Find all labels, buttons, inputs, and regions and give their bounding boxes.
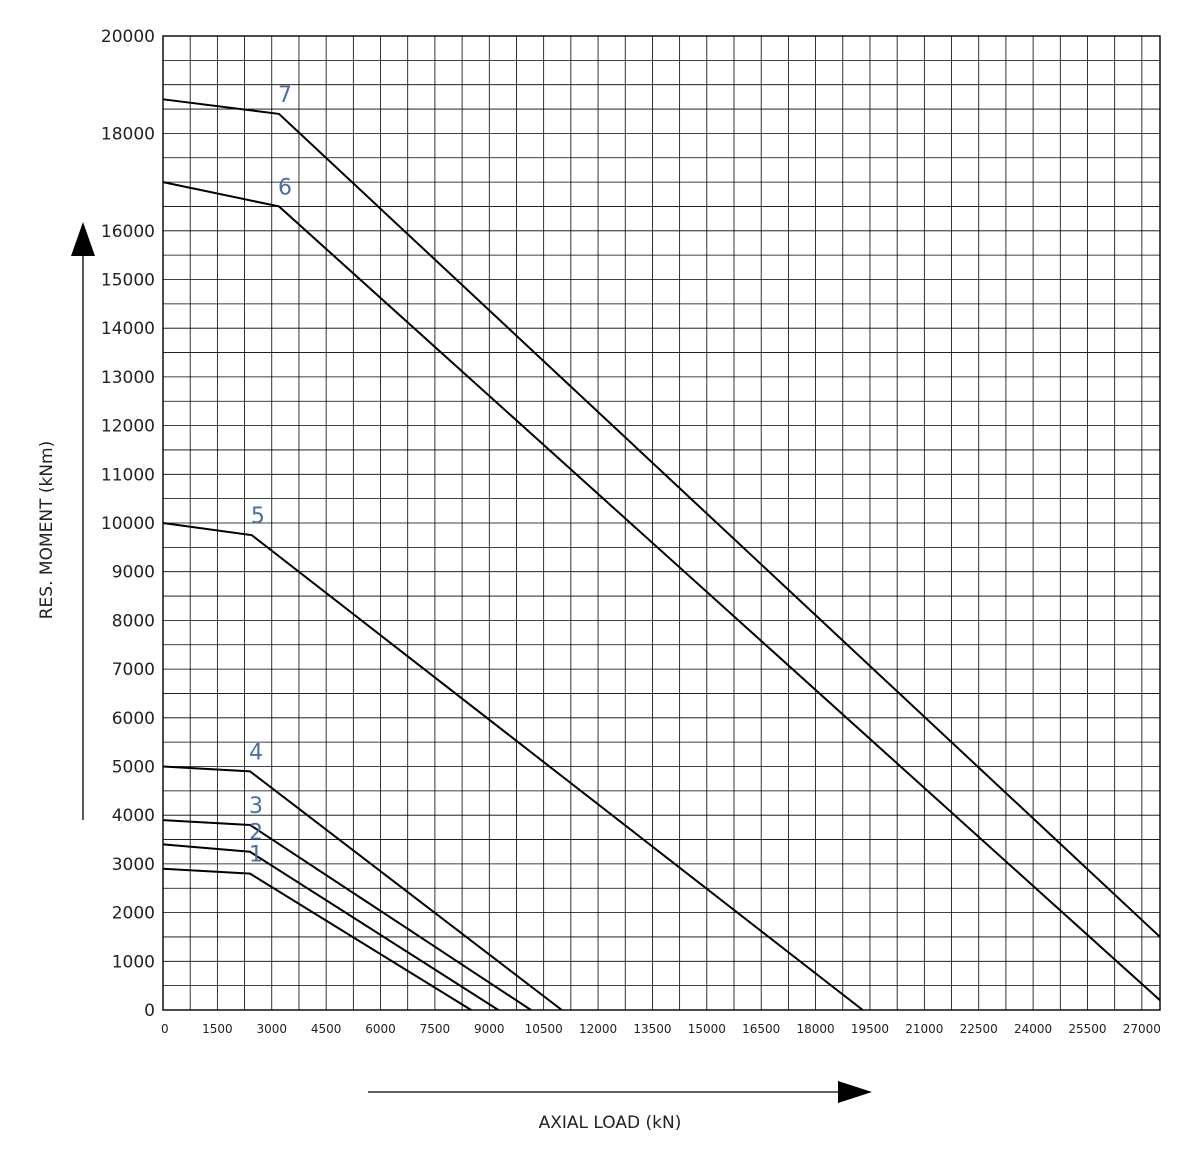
x-tick-label: 3000 [256,1022,287,1036]
series-label-3: 3 [249,794,263,819]
y-tick-label: 5000 [112,758,155,778]
y-tick-label: 9000 [112,563,155,583]
series-lines [162,98,1161,1011]
y-tick-label: 7000 [112,660,155,680]
y-tick-label: 14000 [101,319,155,339]
x-axis-title: AXIAL LOAD (kN) [539,1113,682,1133]
series-line-7 [162,98,1161,938]
x-tick-label: 21000 [905,1022,943,1036]
y-axis-arrow [71,222,95,820]
series-label-4: 4 [249,740,263,765]
y-tick-label: 6000 [112,709,155,729]
x-tick-label: 0 [161,1022,169,1036]
grid [162,35,1161,1011]
x-tick-label: 12000 [579,1022,617,1036]
series-label-7: 7 [278,83,292,108]
y-tick-label: 10000 [101,514,155,534]
x-tick-label: 24000 [1014,1022,1052,1036]
series-line-4 [162,765,563,1011]
x-tick-label: 10500 [525,1022,563,1036]
series-line-3 [162,819,532,1011]
y-tick-label: 0 [144,1001,155,1021]
series-line-5 [162,522,864,1011]
x-tick-label: 1500 [202,1022,233,1036]
x-tick-label: 4500 [311,1022,342,1036]
y-tick-label: 3000 [112,855,155,875]
y-tick-label: 13000 [101,368,155,388]
x-tick-label: 15000 [688,1022,726,1036]
y-tick-label: 8000 [112,611,155,631]
y-tick-label: 16000 [101,222,155,242]
x-tick-label: 19500 [851,1022,889,1036]
y-tick-label: 1000 [112,952,155,972]
x-tick-labels: 0 1500 3000 4500 6000 7500 9000 10500 12000 13500… [161,1022,1161,1036]
y-tick-label: 4000 [112,806,155,826]
y-axis-title: RES. MOMENT (kNm) [37,441,57,620]
x-tick-label: 27000 [1123,1022,1161,1036]
y-tick-labels: 0 1000 2000 3000 4000 5000 6000 7000 8000 9000 100… [101,27,155,1021]
series-line-1 [162,867,472,1011]
x-axis-arrow [368,1081,872,1103]
x-tick-label: 16500 [742,1022,780,1036]
series-line-6 [162,181,1161,1002]
y-tick-label: 2000 [112,904,155,924]
y-tick-label: 11000 [101,465,155,485]
y-tick-label: 12000 [101,417,155,437]
x-tick-label: 13500 [633,1022,671,1036]
x-tick-label: 9000 [474,1022,505,1036]
y-tick-label: 20000 [101,27,155,47]
y-tick-label: 18000 [101,124,155,144]
y-tick-label: 15000 [101,271,155,291]
series-line-2 [162,843,499,1011]
series-label-6: 6 [278,175,292,200]
series-labels: 123 4 5 6 7 [249,83,292,868]
series-label-2: 2 [249,821,263,846]
x-tick-label: 22500 [960,1022,998,1036]
x-tick-label: 25500 [1068,1022,1106,1036]
series-label-5: 5 [251,504,265,529]
x-tick-label: 18000 [796,1022,834,1036]
x-tick-label: 6000 [365,1022,396,1036]
series-label-1: 1 [249,843,263,868]
x-tick-label: 7500 [420,1022,451,1036]
